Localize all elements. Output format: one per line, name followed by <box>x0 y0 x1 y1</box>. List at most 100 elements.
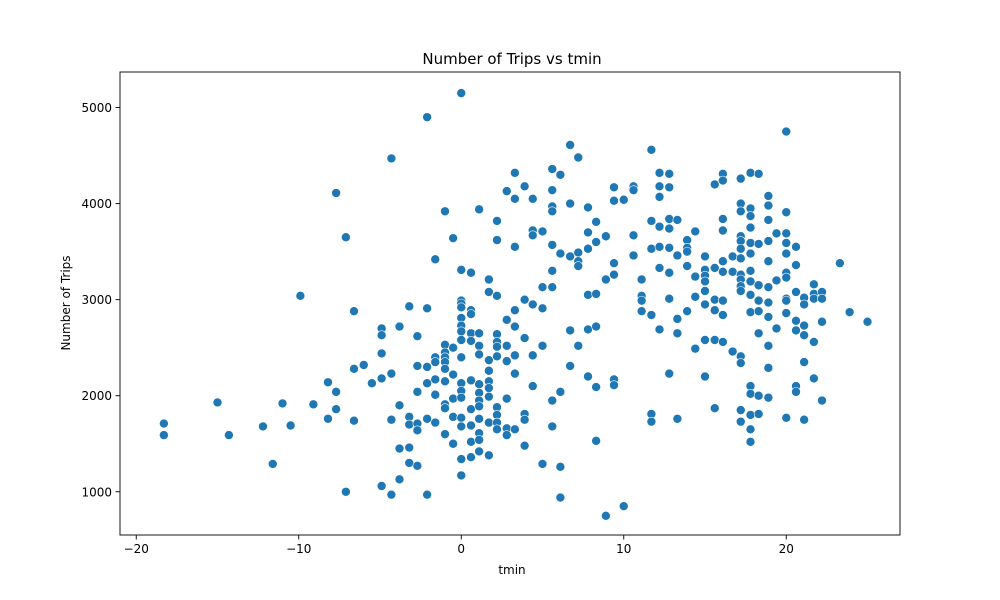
data-point <box>474 204 484 215</box>
data-point <box>510 321 520 332</box>
data-point <box>501 393 512 404</box>
data-point <box>484 355 494 365</box>
data-point <box>781 126 792 137</box>
data-point <box>573 261 584 271</box>
data-point <box>763 236 774 246</box>
data-point <box>745 276 756 287</box>
data-point <box>474 349 484 360</box>
data-point <box>573 247 584 258</box>
data-point <box>791 325 801 336</box>
data-point <box>492 424 502 435</box>
data-point <box>376 348 387 359</box>
data-point <box>709 263 720 273</box>
data-point <box>555 248 566 259</box>
data-point <box>664 214 675 224</box>
data-point <box>690 271 701 282</box>
data-point <box>799 330 809 341</box>
x-tick-label: −20 <box>124 542 149 556</box>
data-point <box>537 282 548 292</box>
data-point <box>349 415 359 426</box>
data-point <box>753 280 764 291</box>
data-point <box>474 435 484 445</box>
data-point <box>745 388 756 399</box>
data-point <box>727 251 738 262</box>
data-point <box>412 425 423 436</box>
data-point <box>763 282 774 292</box>
data-point <box>456 335 467 345</box>
data-point <box>527 230 538 241</box>
data-point <box>422 303 432 314</box>
data-point <box>700 286 710 296</box>
data-point <box>799 320 809 331</box>
data-point <box>394 400 405 411</box>
data-point <box>771 323 782 334</box>
data-point <box>466 375 476 386</box>
data-point <box>682 261 692 271</box>
data-point <box>547 240 558 250</box>
data-point <box>492 216 502 226</box>
data-point <box>781 238 792 248</box>
data-point <box>510 242 520 252</box>
data-point <box>745 410 756 420</box>
data-point <box>664 223 675 234</box>
data-point <box>510 368 520 379</box>
data-point <box>404 458 415 468</box>
data-point <box>646 216 657 226</box>
data-point <box>422 362 432 372</box>
data-point <box>682 246 692 257</box>
data-point <box>781 248 792 259</box>
data-point <box>430 374 441 385</box>
data-point <box>349 306 359 316</box>
data-point <box>753 390 764 401</box>
data-point <box>492 341 502 352</box>
data-point <box>430 389 441 400</box>
data-point <box>448 393 458 404</box>
data-point <box>484 287 494 297</box>
data-point <box>501 430 512 440</box>
data-point <box>745 437 756 447</box>
data-point <box>745 266 756 276</box>
data-point <box>277 398 288 409</box>
data-point <box>501 340 512 351</box>
data-point <box>745 211 756 221</box>
data-point <box>753 409 764 419</box>
data-point <box>672 250 683 261</box>
data-point <box>547 421 558 432</box>
data-point <box>308 399 319 410</box>
data-point <box>672 215 683 225</box>
data-point <box>412 387 423 397</box>
data-point <box>555 169 566 180</box>
data-point <box>718 337 728 347</box>
x-tick-label: −10 <box>286 542 311 556</box>
data-point <box>510 350 520 361</box>
data-point <box>618 194 629 205</box>
data-point <box>628 250 639 261</box>
data-point <box>591 289 601 299</box>
data-point <box>519 294 530 305</box>
data-point <box>781 228 792 239</box>
data-point <box>700 299 710 310</box>
data-point <box>573 152 584 163</box>
data-point <box>448 342 458 353</box>
data-point <box>601 231 611 242</box>
data-point <box>492 351 502 362</box>
data-point <box>745 248 756 259</box>
data-point <box>466 420 476 431</box>
data-point <box>547 282 558 292</box>
data-point <box>412 461 423 471</box>
data-point <box>331 404 341 414</box>
data-point <box>349 364 359 374</box>
data-point <box>745 290 756 300</box>
data-point <box>484 391 494 402</box>
data-point <box>440 376 450 387</box>
data-point <box>609 258 619 268</box>
data-point <box>646 243 657 254</box>
data-point <box>474 379 484 389</box>
data-point <box>709 403 720 414</box>
data-point <box>456 88 467 98</box>
data-point <box>664 169 675 179</box>
data-point <box>510 168 520 178</box>
data-point <box>448 438 458 449</box>
data-point <box>224 430 234 440</box>
data-point <box>664 267 675 278</box>
